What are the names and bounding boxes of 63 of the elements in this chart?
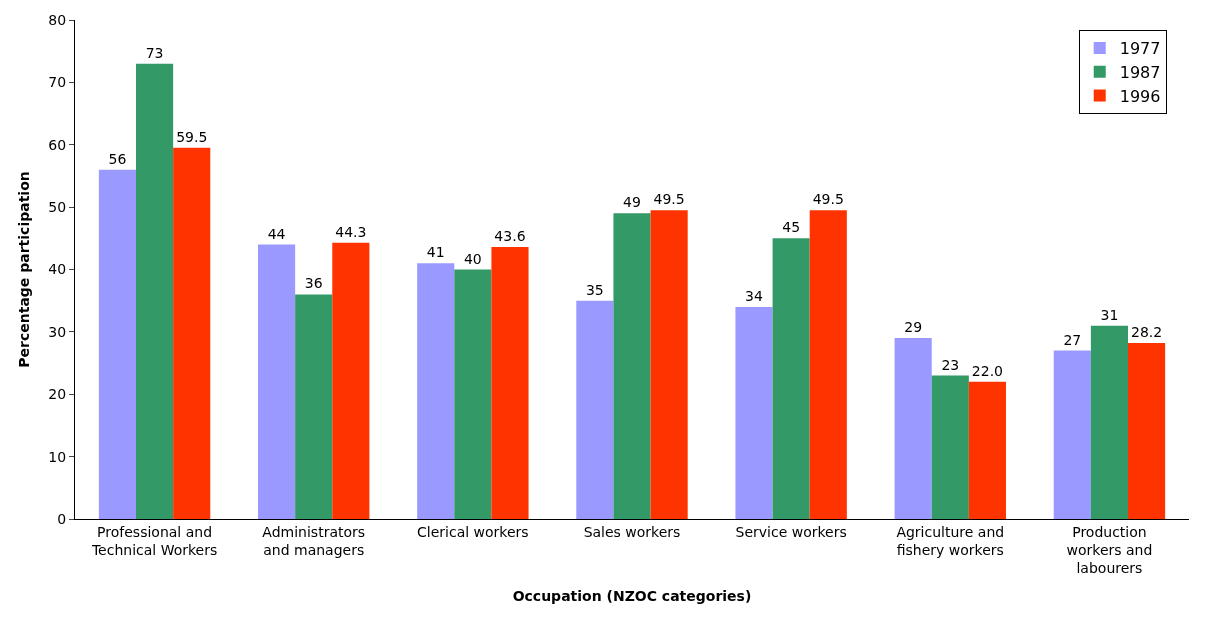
- bar: [894, 338, 932, 519]
- data-label: 35: [585, 281, 604, 298]
- bar: [931, 375, 969, 519]
- bar: [1053, 350, 1091, 519]
- bar: [454, 269, 492, 519]
- data-label: 49: [623, 194, 641, 211]
- x-axis-title: Occupation (NZOC categories): [512, 587, 752, 604]
- bar: [1128, 343, 1166, 519]
- bar: [136, 63, 174, 519]
- y-tick-label: 30: [48, 323, 67, 340]
- legend-label: 1996: [1119, 86, 1161, 106]
- data-label: 27: [1063, 331, 1082, 348]
- data-label: 56: [108, 150, 127, 167]
- data-label: 22.0: [971, 362, 1004, 379]
- y-tick-label: 60: [48, 136, 67, 153]
- y-tick-label: 0: [57, 510, 67, 527]
- data-label: 41: [426, 244, 445, 261]
- bar: [809, 210, 847, 519]
- y-tick-label: 70: [48, 74, 67, 91]
- y-tick-label: 20: [48, 386, 67, 403]
- y-tick-label: 40: [48, 261, 67, 278]
- bar: [417, 263, 455, 519]
- data-label: 23: [941, 356, 960, 373]
- data-label: 49.5: [653, 191, 685, 208]
- bar: [491, 247, 529, 519]
- bar: [332, 242, 370, 519]
- y-tick-label: 80: [48, 11, 67, 28]
- data-label: 28.2: [1130, 324, 1163, 341]
- data-label: 29: [904, 319, 923, 336]
- bar: [295, 294, 333, 519]
- data-label: 43.6: [494, 228, 526, 245]
- bar: [650, 210, 688, 519]
- bar: [968, 381, 1006, 519]
- data-label: 36: [304, 275, 323, 292]
- legend-label: 1987: [1119, 62, 1161, 82]
- y-tick-label: 50: [48, 199, 67, 216]
- data-label: 73: [145, 44, 164, 61]
- x-tick-label: Administrators and managers: [262, 523, 366, 558]
- data-label: 49.5: [812, 191, 844, 208]
- data-label: 44: [267, 225, 286, 242]
- x-tick-label: Sales workers: [583, 523, 681, 540]
- bar: [98, 169, 136, 519]
- data-label: 45: [782, 219, 801, 236]
- bar: [1090, 325, 1128, 519]
- bar: [735, 306, 773, 519]
- data-label: 34: [745, 287, 763, 304]
- bar: [613, 213, 651, 519]
- y-tick-label: 10: [48, 448, 67, 465]
- data-label: 40: [463, 250, 482, 267]
- x-tick-label: Professional and Technical Workers: [90, 523, 218, 558]
- bar: [258, 244, 296, 519]
- bar: [576, 300, 614, 519]
- x-tick-label: Production workers and labourers: [1066, 523, 1153, 577]
- x-tick-label: Service workers: [735, 523, 847, 540]
- bar: [173, 147, 211, 519]
- x-tick-label: Agriculture and fishery workers: [896, 523, 1005, 558]
- data-label: 44.3: [335, 223, 367, 240]
- legend-label: 1977: [1119, 39, 1161, 59]
- x-tick-label: Clerical workers: [417, 523, 529, 540]
- y-axis-title: Percentage participation: [15, 171, 32, 368]
- data-label: 59.5: [176, 128, 208, 145]
- data-label: 31: [1100, 306, 1119, 323]
- bar: [772, 238, 810, 519]
